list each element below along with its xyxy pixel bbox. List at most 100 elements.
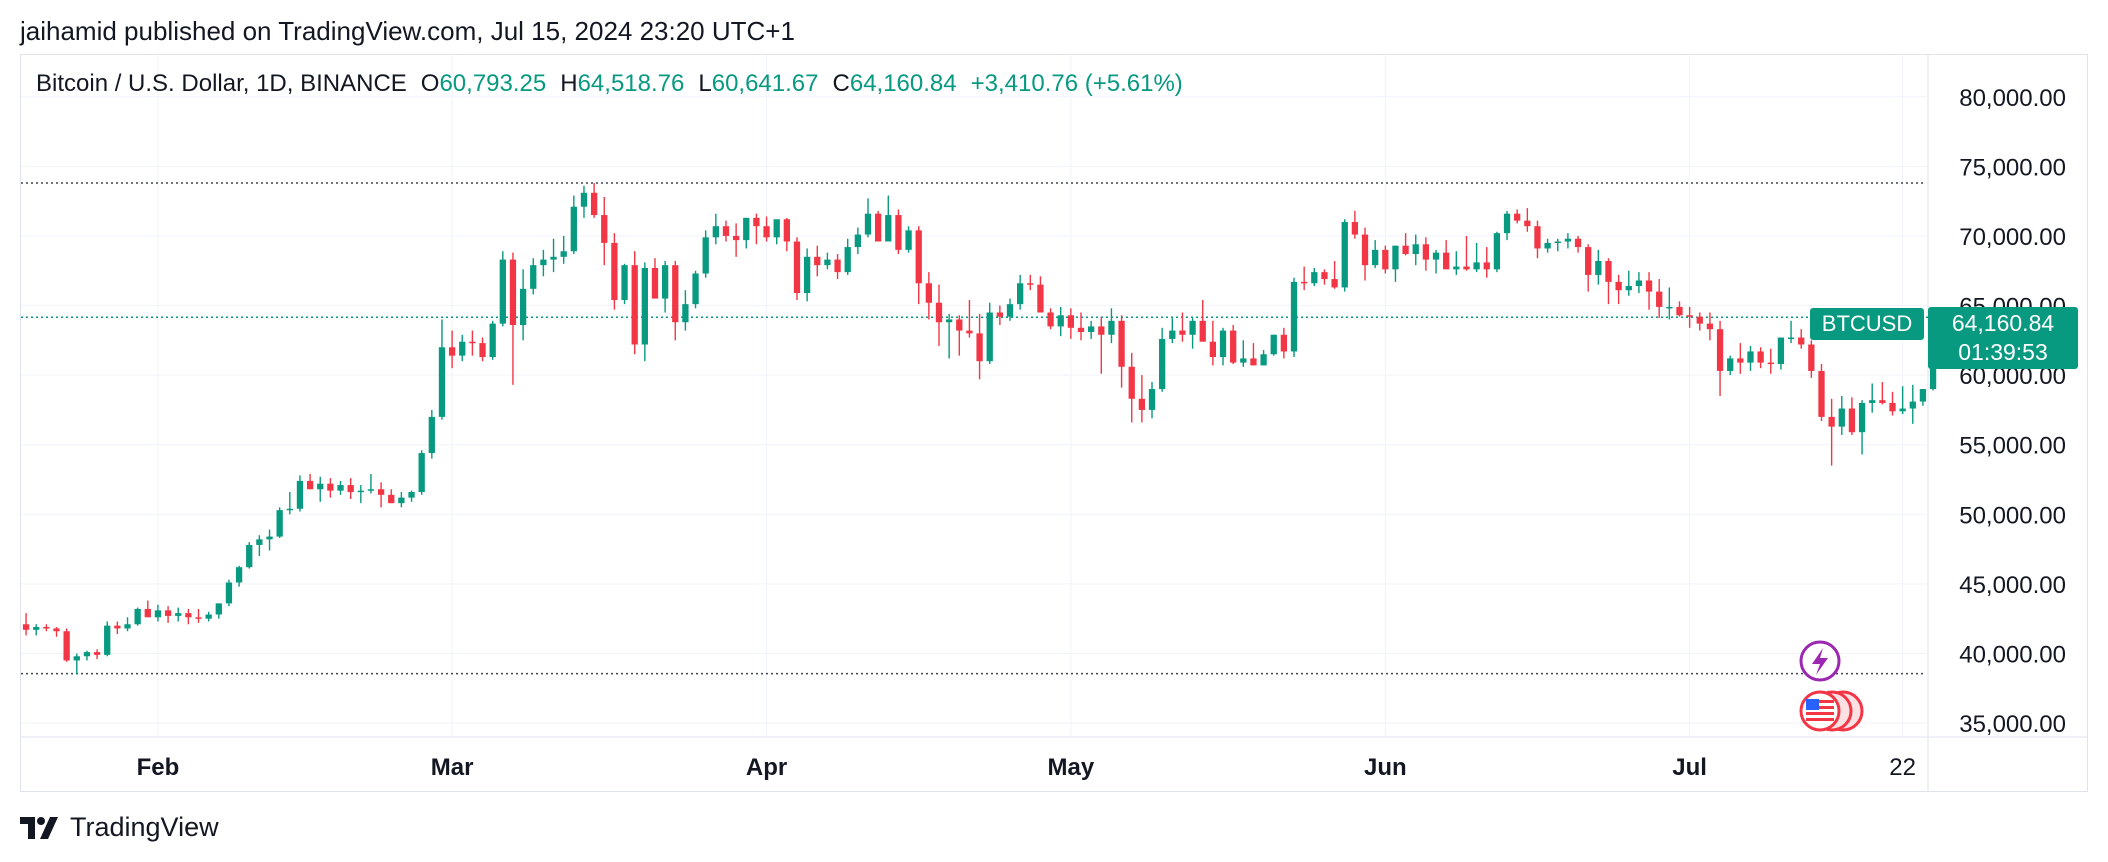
candle[interactable] bbox=[175, 607, 182, 622]
candle[interactable] bbox=[763, 216, 770, 242]
candle[interactable] bbox=[1798, 329, 1805, 349]
candle[interactable] bbox=[377, 482, 385, 508]
candle[interactable] bbox=[814, 245, 821, 277]
candle[interactable] bbox=[1098, 316, 1105, 374]
candle[interactable] bbox=[1666, 287, 1673, 320]
candle[interactable] bbox=[1808, 340, 1815, 378]
candle[interactable] bbox=[580, 185, 588, 218]
candle[interactable] bbox=[915, 226, 922, 305]
candle[interactable] bbox=[1280, 327, 1288, 359]
candle[interactable] bbox=[1767, 348, 1774, 374]
candle[interactable] bbox=[1787, 320, 1795, 344]
candle[interactable] bbox=[1372, 240, 1379, 268]
candle[interactable] bbox=[367, 473, 375, 494]
candle[interactable] bbox=[1574, 235, 1582, 253]
candle[interactable] bbox=[925, 272, 932, 320]
candle[interactable] bbox=[489, 320, 496, 360]
candle[interactable] bbox=[256, 535, 263, 557]
candle[interactable] bbox=[1828, 398, 1835, 466]
candle[interactable] bbox=[692, 270, 699, 309]
candle[interactable] bbox=[1219, 327, 1227, 366]
candle[interactable] bbox=[266, 529, 273, 551]
candle[interactable] bbox=[1473, 242, 1480, 273]
candle[interactable] bbox=[1118, 315, 1125, 388]
candle[interactable] bbox=[1544, 238, 1551, 253]
candle[interactable] bbox=[1321, 269, 1328, 285]
candle[interactable] bbox=[1230, 325, 1237, 364]
candle[interactable] bbox=[134, 607, 141, 626]
candle[interactable] bbox=[722, 220, 730, 242]
candle[interactable] bbox=[956, 315, 963, 356]
candle[interactable] bbox=[773, 219, 780, 245]
candle[interactable] bbox=[1057, 306, 1064, 337]
candle[interactable] bbox=[803, 248, 811, 302]
candle[interactable] bbox=[388, 489, 395, 504]
candle[interactable] bbox=[164, 606, 172, 623]
candle[interactable] bbox=[1909, 384, 1916, 424]
candle[interactable] bbox=[682, 290, 689, 331]
candle[interactable] bbox=[1422, 237, 1430, 271]
candle[interactable] bbox=[1209, 320, 1217, 366]
candle[interactable] bbox=[1858, 400, 1866, 455]
candle[interactable] bbox=[1108, 308, 1115, 344]
candle[interactable] bbox=[1757, 347, 1764, 369]
candle[interactable] bbox=[753, 213, 760, 245]
candle[interactable] bbox=[976, 313, 983, 380]
candle[interactable] bbox=[1382, 245, 1389, 274]
candle[interactable] bbox=[1524, 208, 1531, 232]
candle[interactable] bbox=[641, 262, 648, 362]
candle[interactable] bbox=[509, 252, 517, 385]
candle[interactable] bbox=[1605, 258, 1612, 305]
candle[interactable] bbox=[93, 649, 101, 660]
candle[interactable] bbox=[317, 476, 324, 502]
candle[interactable] bbox=[1747, 345, 1754, 371]
candle[interactable] bbox=[793, 237, 801, 300]
candle[interactable] bbox=[296, 475, 304, 512]
candle[interactable] bbox=[235, 565, 243, 587]
candle[interactable] bbox=[144, 600, 151, 618]
candle[interactable] bbox=[1635, 272, 1643, 294]
candle[interactable] bbox=[347, 478, 354, 499]
candle[interactable] bbox=[621, 263, 628, 305]
candle[interactable] bbox=[327, 478, 334, 498]
candle[interactable] bbox=[1250, 343, 1257, 366]
candle[interactable] bbox=[519, 269, 527, 341]
candle[interactable] bbox=[661, 260, 669, 313]
candle[interactable] bbox=[1270, 334, 1277, 356]
candle[interactable] bbox=[205, 611, 212, 622]
candle[interactable] bbox=[276, 507, 283, 538]
candle[interactable] bbox=[1645, 272, 1653, 310]
candle[interactable] bbox=[418, 450, 425, 495]
candle[interactable] bbox=[1027, 274, 1034, 291]
candle[interactable] bbox=[73, 653, 80, 675]
candle[interactable] bbox=[986, 302, 993, 364]
candle[interactable] bbox=[1290, 277, 1298, 358]
candle[interactable] bbox=[1169, 318, 1176, 344]
candle[interactable] bbox=[651, 258, 659, 299]
candle[interactable] bbox=[1534, 220, 1541, 259]
candle[interactable] bbox=[996, 305, 1004, 326]
candle[interactable] bbox=[479, 337, 486, 362]
candle[interactable] bbox=[469, 330, 476, 356]
candle[interactable] bbox=[408, 490, 415, 502]
candle[interactable] bbox=[22, 613, 30, 636]
candle[interactable] bbox=[1361, 227, 1369, 281]
candle[interactable] bbox=[1453, 251, 1460, 275]
candle[interactable] bbox=[1159, 327, 1166, 392]
candle[interactable] bbox=[864, 198, 872, 238]
candle[interactable] bbox=[1067, 308, 1075, 339]
candle[interactable] bbox=[601, 196, 608, 266]
candle[interactable] bbox=[844, 238, 851, 275]
candle[interactable] bbox=[1077, 312, 1085, 341]
candle[interactable] bbox=[1443, 240, 1450, 270]
candle[interactable] bbox=[438, 319, 446, 420]
candle[interactable] bbox=[104, 621, 111, 657]
candle[interactable] bbox=[824, 252, 831, 270]
candle[interactable] bbox=[1189, 318, 1196, 349]
candle[interactable] bbox=[215, 603, 222, 619]
candle[interactable] bbox=[1716, 320, 1724, 396]
candle[interactable] bbox=[1179, 312, 1186, 342]
candle[interactable] bbox=[1017, 274, 1024, 310]
candle[interactable] bbox=[459, 334, 466, 362]
